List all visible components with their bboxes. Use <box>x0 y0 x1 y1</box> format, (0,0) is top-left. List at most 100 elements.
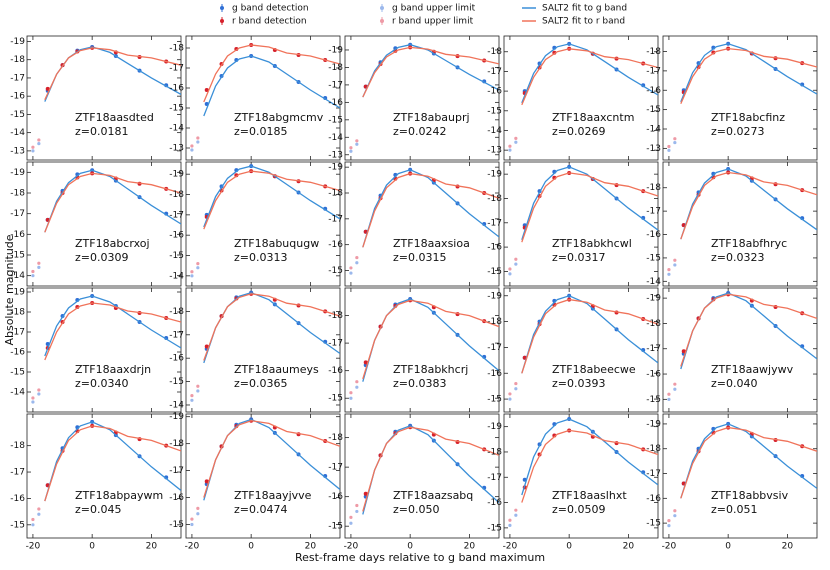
fit-line <box>680 43 817 103</box>
x-tick-label: -20 <box>26 542 41 552</box>
upper-limit <box>31 517 35 522</box>
y-tick-label: -19 <box>646 294 661 304</box>
panel-frame <box>344 413 500 539</box>
y-tick-label: -19 <box>169 170 184 180</box>
y-tick-label: -13 <box>328 150 343 160</box>
plot-area <box>31 419 181 527</box>
upper-limit <box>673 140 677 145</box>
panel-frame <box>26 161 182 287</box>
plot-area <box>190 164 340 278</box>
fit-line <box>521 43 658 104</box>
upper-limit <box>37 265 41 269</box>
y-tick-label: -15 <box>169 251 184 261</box>
fit-line <box>680 423 817 499</box>
fit-line <box>203 292 340 364</box>
x-tick-label: 20 <box>146 542 158 552</box>
y-tick-label: -16 <box>487 369 502 379</box>
upper-limit <box>196 140 200 144</box>
panel-frame <box>185 287 341 413</box>
x-tick-label: 20 <box>464 542 476 552</box>
x-tick-label: 0 <box>407 542 413 552</box>
y-tick-label: -15 <box>646 395 661 405</box>
y-tick-label: -17 <box>10 328 25 338</box>
panel-title: ZTF18abcfinz <box>711 111 785 124</box>
upper-limit <box>196 512 200 516</box>
y-axis-label: Absolute magnitude <box>3 234 16 345</box>
y-tick-label: -19 <box>10 37 25 47</box>
legend-swatch <box>380 6 384 10</box>
panel-title: ZTF18aaxdrjn <box>75 363 151 376</box>
y-tick-label: -18 <box>10 189 25 199</box>
upper-limit <box>355 261 359 265</box>
y-tick-label: -17 <box>328 214 343 224</box>
plot-area <box>667 41 817 152</box>
x-tick-label: 20 <box>623 542 635 552</box>
legend-label: SALT2 fit to r band <box>542 17 625 27</box>
y-tick-label: -17 <box>10 468 25 478</box>
legend-label: r band upper limit <box>392 17 474 27</box>
plot-area <box>31 44 181 153</box>
upper-limit <box>37 138 41 142</box>
upper-limit <box>349 149 353 153</box>
upper-limit <box>508 144 512 148</box>
panel-subtitle: z=0.045 <box>75 503 121 516</box>
y-tick-label: -16 <box>646 86 661 96</box>
legend-label: g band upper limit <box>392 4 476 14</box>
fit-line <box>203 165 340 228</box>
upper-limit <box>514 513 518 517</box>
upper-limit <box>514 140 518 144</box>
y-tick-label: -14 <box>10 128 25 138</box>
panel-frame <box>26 35 182 161</box>
plot-area <box>667 421 817 528</box>
upper-limit <box>31 145 35 149</box>
upper-limit <box>349 146 353 150</box>
y-tick-label: -16 <box>169 84 184 94</box>
panel-title: ZTF18abeecwe <box>552 363 636 376</box>
legend-swatch <box>380 19 384 23</box>
y-tick-label: -15 <box>328 115 343 125</box>
y-tick-label: -17 <box>169 330 184 340</box>
upper-limit <box>196 389 200 393</box>
y-tick-label: -15 <box>487 395 502 405</box>
fit-line <box>680 171 817 240</box>
fit-line <box>44 169 181 233</box>
upper-limit <box>673 387 677 391</box>
plot-area <box>190 43 340 152</box>
panel-title: ZTF18aayjvve <box>234 489 312 502</box>
upper-limit <box>673 514 677 518</box>
panel-subtitle: z=0.0315 <box>393 251 446 264</box>
upper-limit <box>349 396 353 400</box>
panel-frame <box>503 287 659 413</box>
y-tick-label: -15 <box>646 519 661 529</box>
upper-limit <box>673 263 677 267</box>
upper-limit <box>349 515 353 519</box>
upper-limit <box>355 139 359 143</box>
y-tick-label: -17 <box>487 67 502 77</box>
y-tick-label: -17 <box>169 64 184 74</box>
fit-line <box>362 46 499 98</box>
y-tick-label: -18 <box>169 307 184 317</box>
x-tick-label: 0 <box>248 542 254 552</box>
fit-line <box>44 421 181 502</box>
upper-limit <box>667 392 671 396</box>
panel-title: ZTF18abfhryc <box>711 237 787 250</box>
panel-subtitle: z=0.050 <box>393 503 439 516</box>
upper-limit <box>196 384 200 388</box>
y-tick-label: -16 <box>169 493 184 503</box>
upper-limit <box>514 381 518 386</box>
y-tick-label: -18 <box>10 55 25 65</box>
panel-frame <box>662 35 818 161</box>
y-tick-label: -13 <box>169 144 184 154</box>
fit-line <box>362 169 499 248</box>
plot-area <box>190 417 340 527</box>
fit-line <box>203 55 340 117</box>
panel-title: ZTF18abgmcmv <box>234 111 324 124</box>
panel-frame <box>503 413 659 539</box>
panel-subtitle: z=0.0340 <box>75 377 128 390</box>
